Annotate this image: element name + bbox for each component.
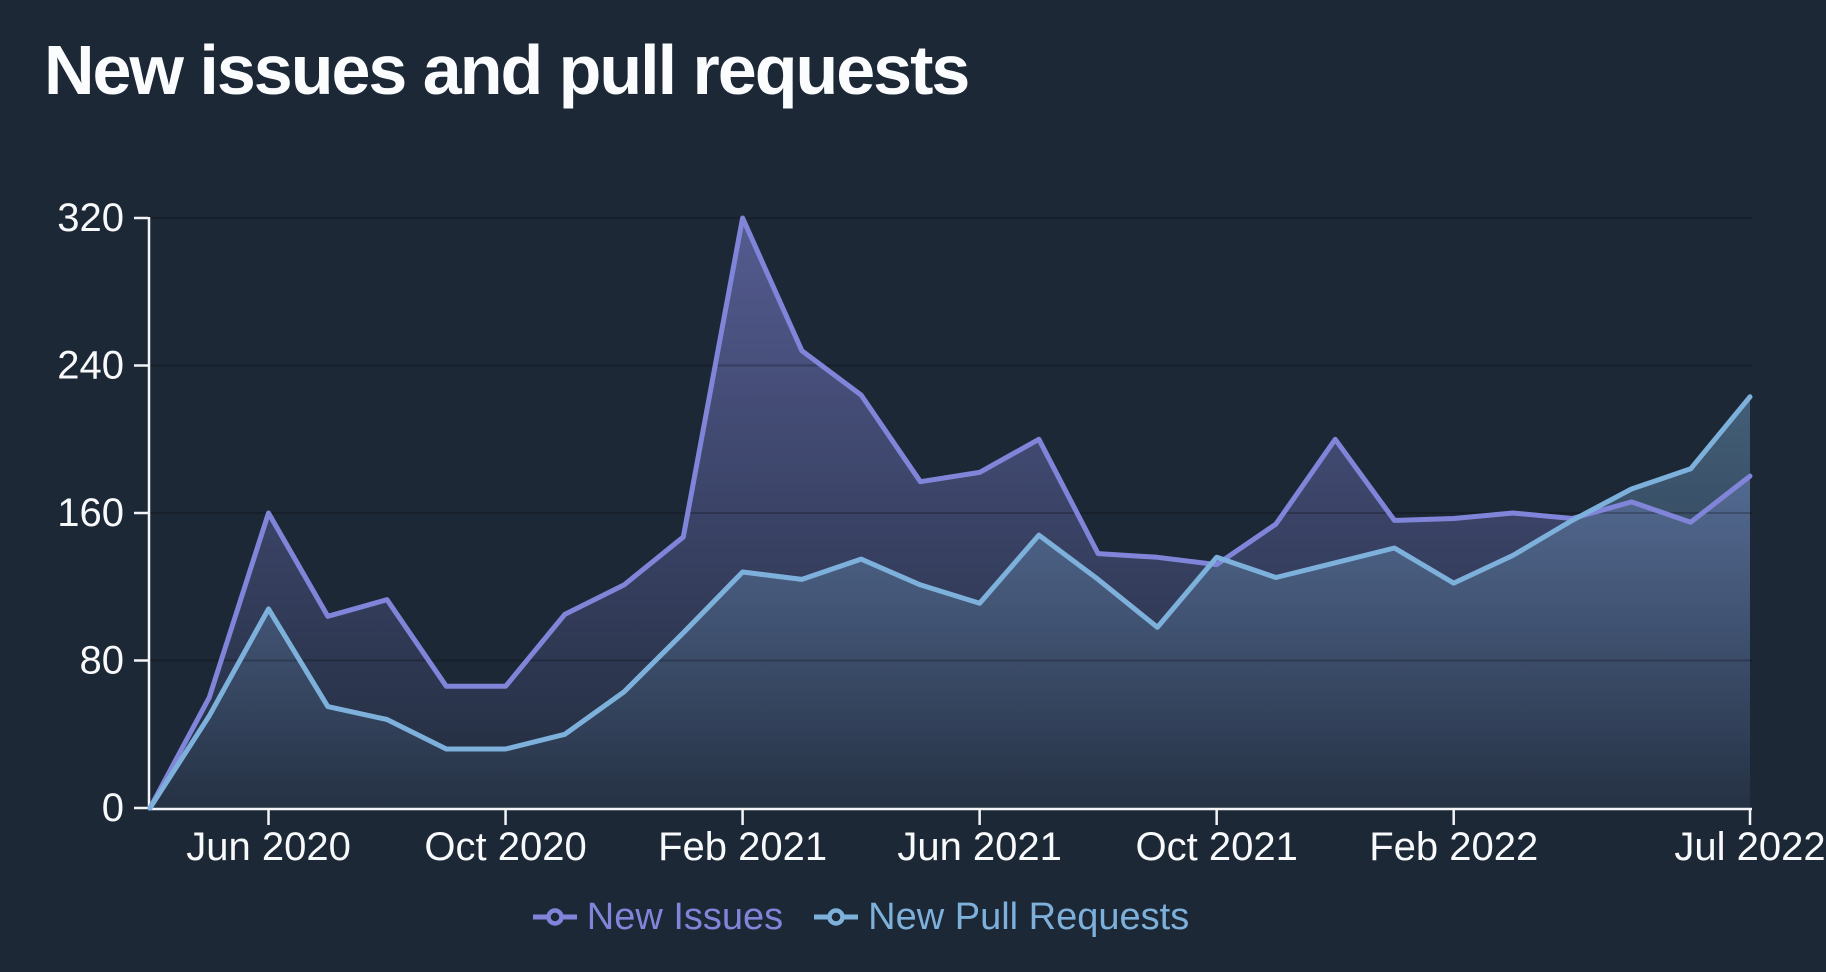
y-axis-label-0: 0 — [102, 786, 124, 830]
x-axis-label-4: Oct 2021 — [1136, 825, 1298, 869]
y-axis-label-80: 80 — [80, 639, 125, 683]
y-axis-label-320: 320 — [57, 196, 124, 240]
y-axis-label-240: 240 — [57, 344, 124, 388]
x-axis-label-0: Jun 2020 — [186, 825, 351, 869]
x-axis-label-5: Feb 2022 — [1369, 825, 1538, 869]
new-pull-requests-line[interactable] — [147, 394, 1753, 811]
new-pull-requests-area[interactable] — [150, 396, 1750, 808]
page-title: New issues and pull requests — [44, 31, 970, 109]
legend: New Issues New Pull Requests — [0, 893, 1721, 941]
legend-label-new-pull-requests: New Pull Requests — [868, 895, 1190, 938]
line-with-ring-icon — [814, 908, 859, 926]
x-axis-label-1: Oct 2020 — [424, 825, 586, 869]
legend-item-new-pull-requests[interactable]: New Pull Requests — [813, 896, 1189, 939]
line-with-ring-icon — [532, 908, 577, 926]
x-axis-label-2: Feb 2021 — [658, 825, 827, 869]
legend-item-new-issues[interactable]: New Issues — [532, 896, 783, 939]
y-axis-label-160: 160 — [57, 491, 124, 535]
legend-label-new-issues: New Issues — [586, 895, 784, 938]
x-axis-label-3: Jun 2021 — [897, 825, 1062, 869]
x-axis-label-6: Jul 2022 — [1674, 825, 1825, 869]
new-issues-line[interactable] — [147, 215, 1753, 811]
